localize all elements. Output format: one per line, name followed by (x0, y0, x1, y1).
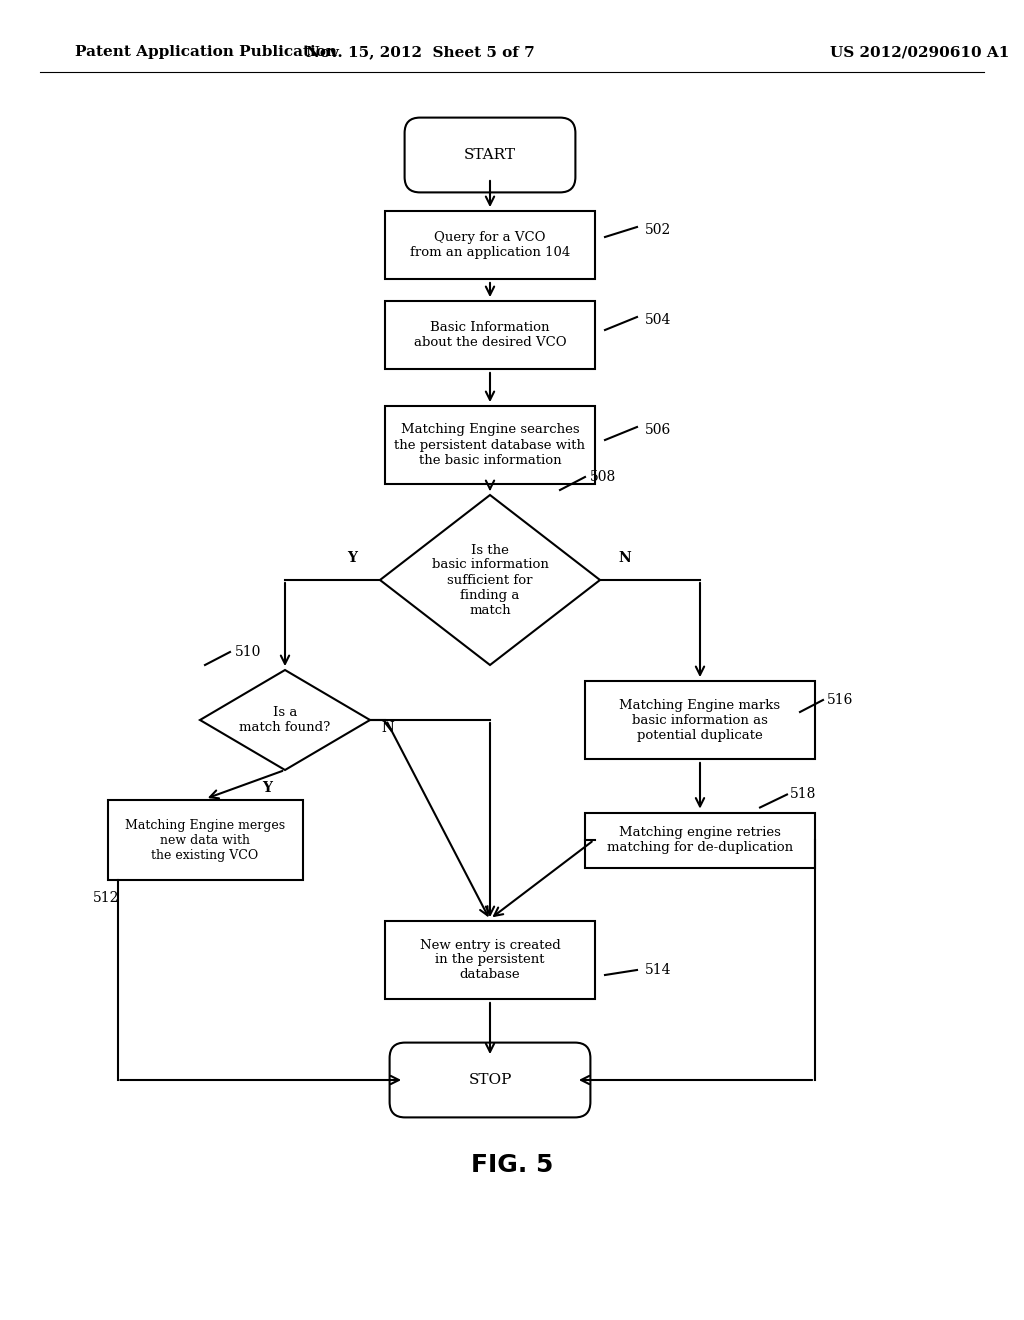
Text: START: START (464, 148, 516, 162)
Text: 504: 504 (645, 313, 672, 327)
FancyBboxPatch shape (385, 211, 595, 279)
Text: FIG. 5: FIG. 5 (471, 1152, 553, 1177)
Text: Basic Information
about the desired VCO: Basic Information about the desired VCO (414, 321, 566, 348)
Text: 516: 516 (827, 693, 853, 708)
Text: Is the
basic information
sufficient for
finding a
match: Is the basic information sufficient for … (431, 544, 549, 616)
Text: Y: Y (347, 550, 357, 565)
Text: 518: 518 (790, 788, 816, 801)
Text: STOP: STOP (468, 1073, 512, 1086)
FancyBboxPatch shape (108, 800, 302, 880)
Text: 502: 502 (645, 223, 672, 238)
Text: 506: 506 (645, 422, 672, 437)
Polygon shape (200, 671, 370, 770)
Text: Matching Engine marks
basic information as
potential duplicate: Matching Engine marks basic information … (620, 698, 780, 742)
Text: Is a
match found?: Is a match found? (240, 706, 331, 734)
FancyBboxPatch shape (585, 813, 815, 867)
Text: Query for a VCO
from an application 104: Query for a VCO from an application 104 (410, 231, 570, 259)
Text: Matching Engine merges
new data with
the existing VCO: Matching Engine merges new data with the… (125, 818, 285, 862)
Text: 508: 508 (590, 470, 616, 484)
Text: New entry is created
in the persistent
database: New entry is created in the persistent d… (420, 939, 560, 982)
Text: Matching Engine searches
the persistent database with
the basic information: Matching Engine searches the persistent … (394, 424, 586, 466)
FancyBboxPatch shape (389, 1043, 591, 1118)
Polygon shape (380, 495, 600, 665)
Text: Matching engine retries
matching for de-duplication: Matching engine retries matching for de-… (607, 826, 793, 854)
FancyBboxPatch shape (585, 681, 815, 759)
FancyBboxPatch shape (385, 301, 595, 370)
FancyBboxPatch shape (385, 407, 595, 484)
FancyBboxPatch shape (404, 117, 575, 193)
Text: Patent Application Publication: Patent Application Publication (75, 45, 337, 59)
Text: Y: Y (262, 781, 272, 795)
Text: 510: 510 (234, 645, 261, 659)
FancyBboxPatch shape (385, 921, 595, 999)
Text: US 2012/0290610 A1: US 2012/0290610 A1 (830, 45, 1010, 59)
Text: Nov. 15, 2012  Sheet 5 of 7: Nov. 15, 2012 Sheet 5 of 7 (305, 45, 535, 59)
Text: 514: 514 (645, 964, 672, 977)
Text: N: N (618, 550, 632, 565)
Text: N: N (382, 721, 394, 735)
Text: 512: 512 (92, 891, 119, 906)
